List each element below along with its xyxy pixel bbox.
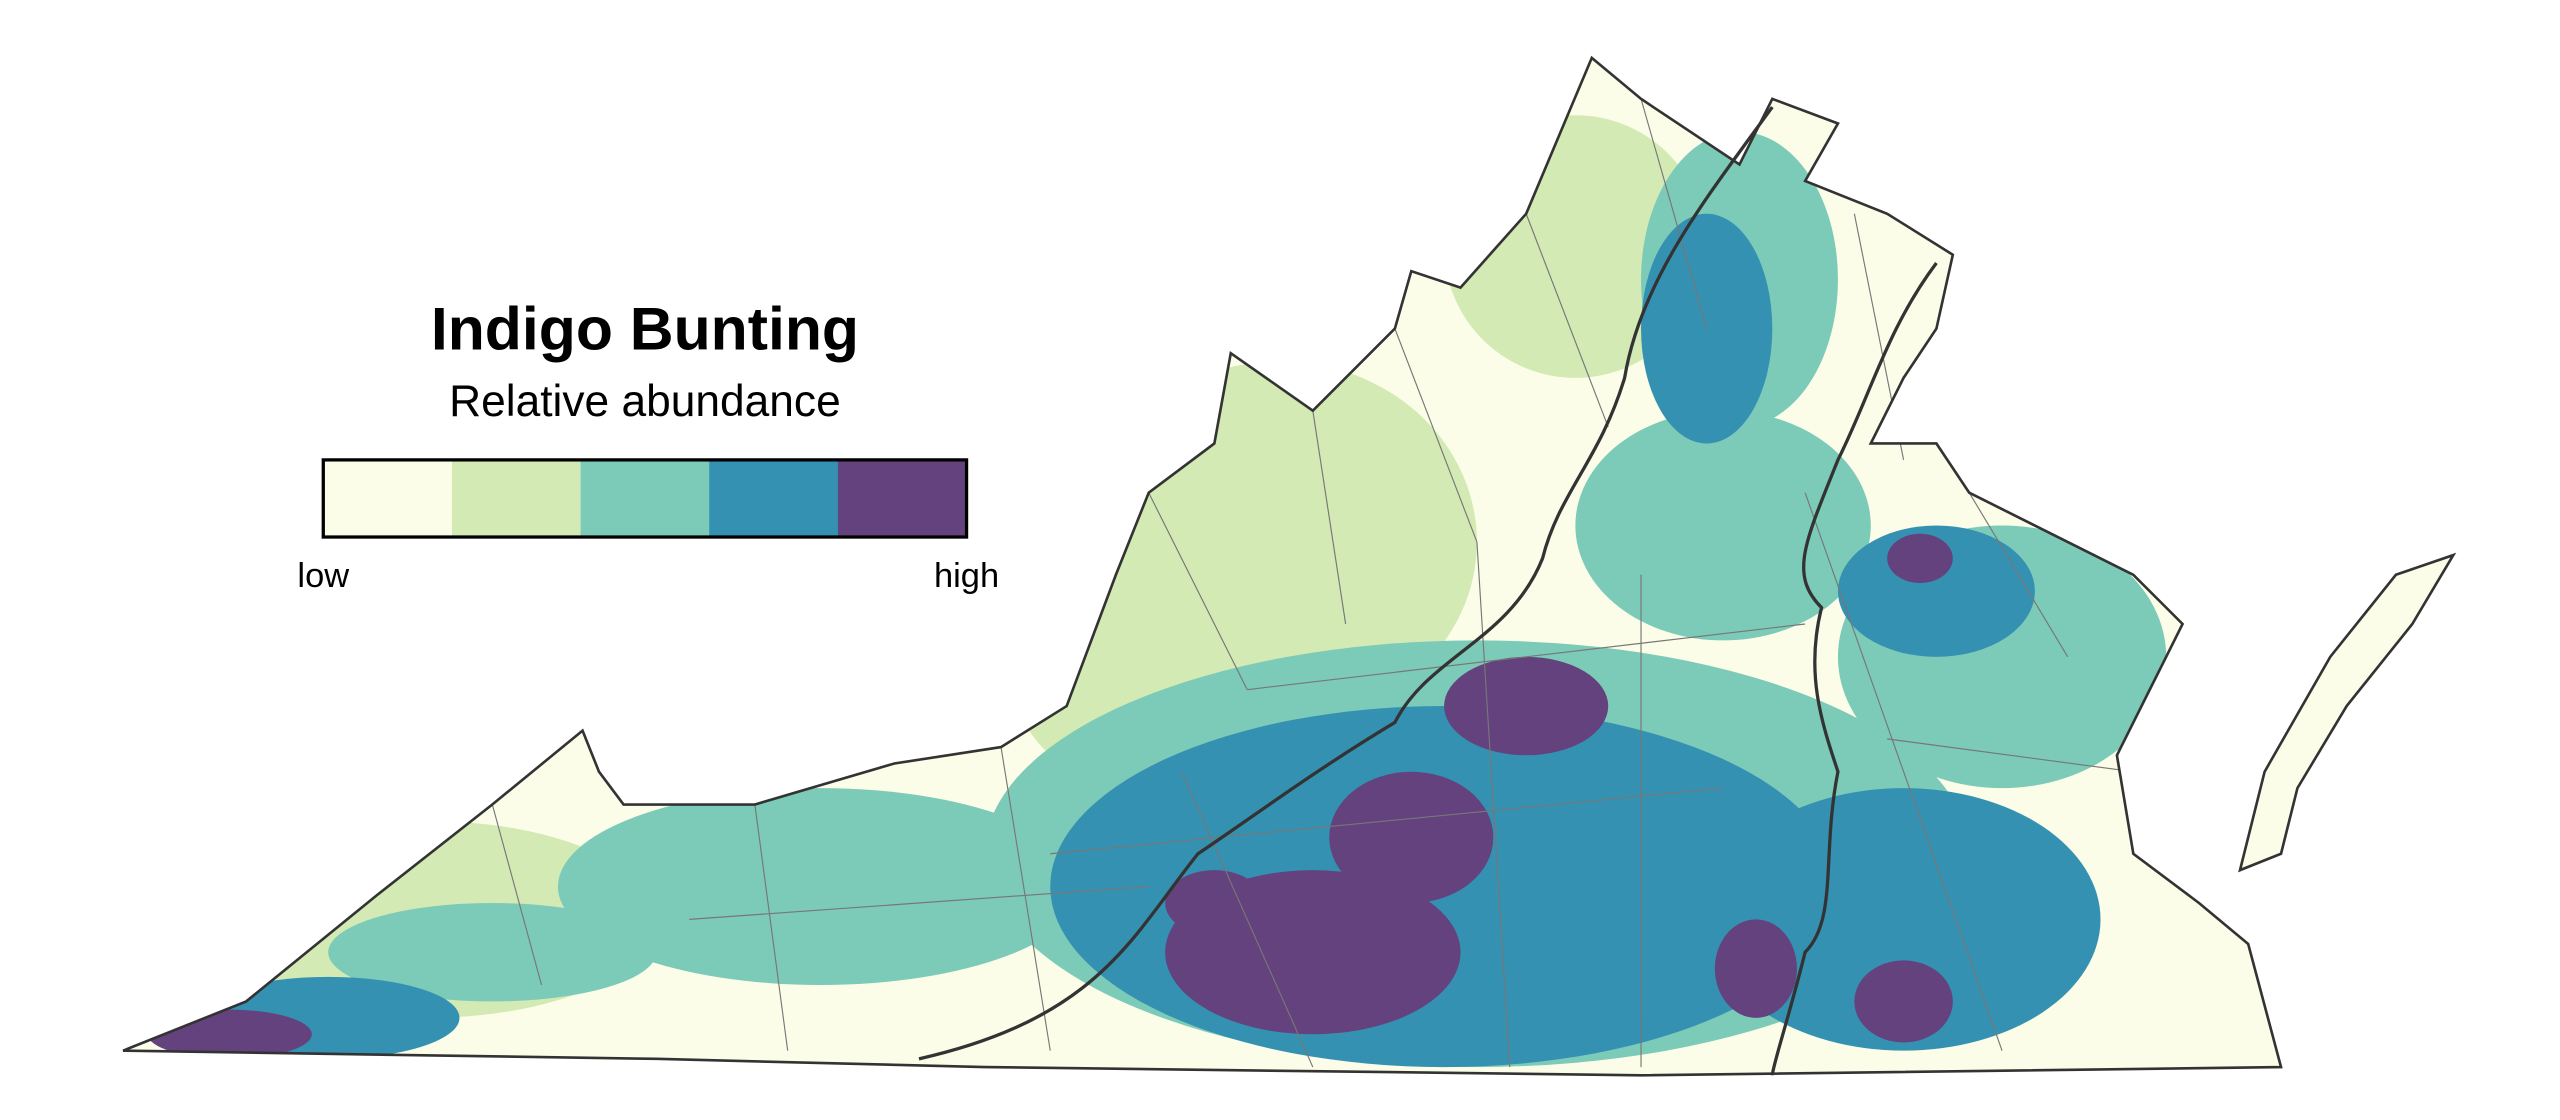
legend-high-label: high: [934, 557, 999, 595]
abundance-zone: [1575, 410, 1871, 641]
legend: [323, 459, 968, 538]
abundance-zone: [557, 788, 1084, 986]
map-title: Indigo Bunting: [431, 295, 859, 363]
map-subtitle: Relative abundance: [449, 377, 841, 426]
blue-ridge-boundary: [918, 106, 1774, 1061]
county-lines: [491, 98, 2134, 1068]
abundance-zones: [147, 115, 2167, 1068]
legend-swatch: [709, 459, 839, 538]
legend-low-label: low: [297, 557, 349, 595]
legend-frame: [321, 458, 969, 539]
abundance-zone: [1714, 919, 1797, 1018]
legend-swatch: [580, 459, 711, 538]
abundance-zone: [1444, 656, 1609, 756]
abundance-zone: [1887, 533, 1953, 583]
abundance-zone: [1854, 960, 1953, 1043]
legend-swatch: [837, 459, 968, 538]
legend-swatch: [451, 459, 582, 538]
abundance-zone: [1329, 771, 1494, 903]
abundance-zone: [1706, 788, 2101, 1051]
legend-swatch: [323, 459, 453, 538]
fall-line-boundary: [1770, 261, 1938, 1076]
abundance-zone: [1165, 870, 1264, 936]
abundance-zone: [328, 902, 657, 1002]
